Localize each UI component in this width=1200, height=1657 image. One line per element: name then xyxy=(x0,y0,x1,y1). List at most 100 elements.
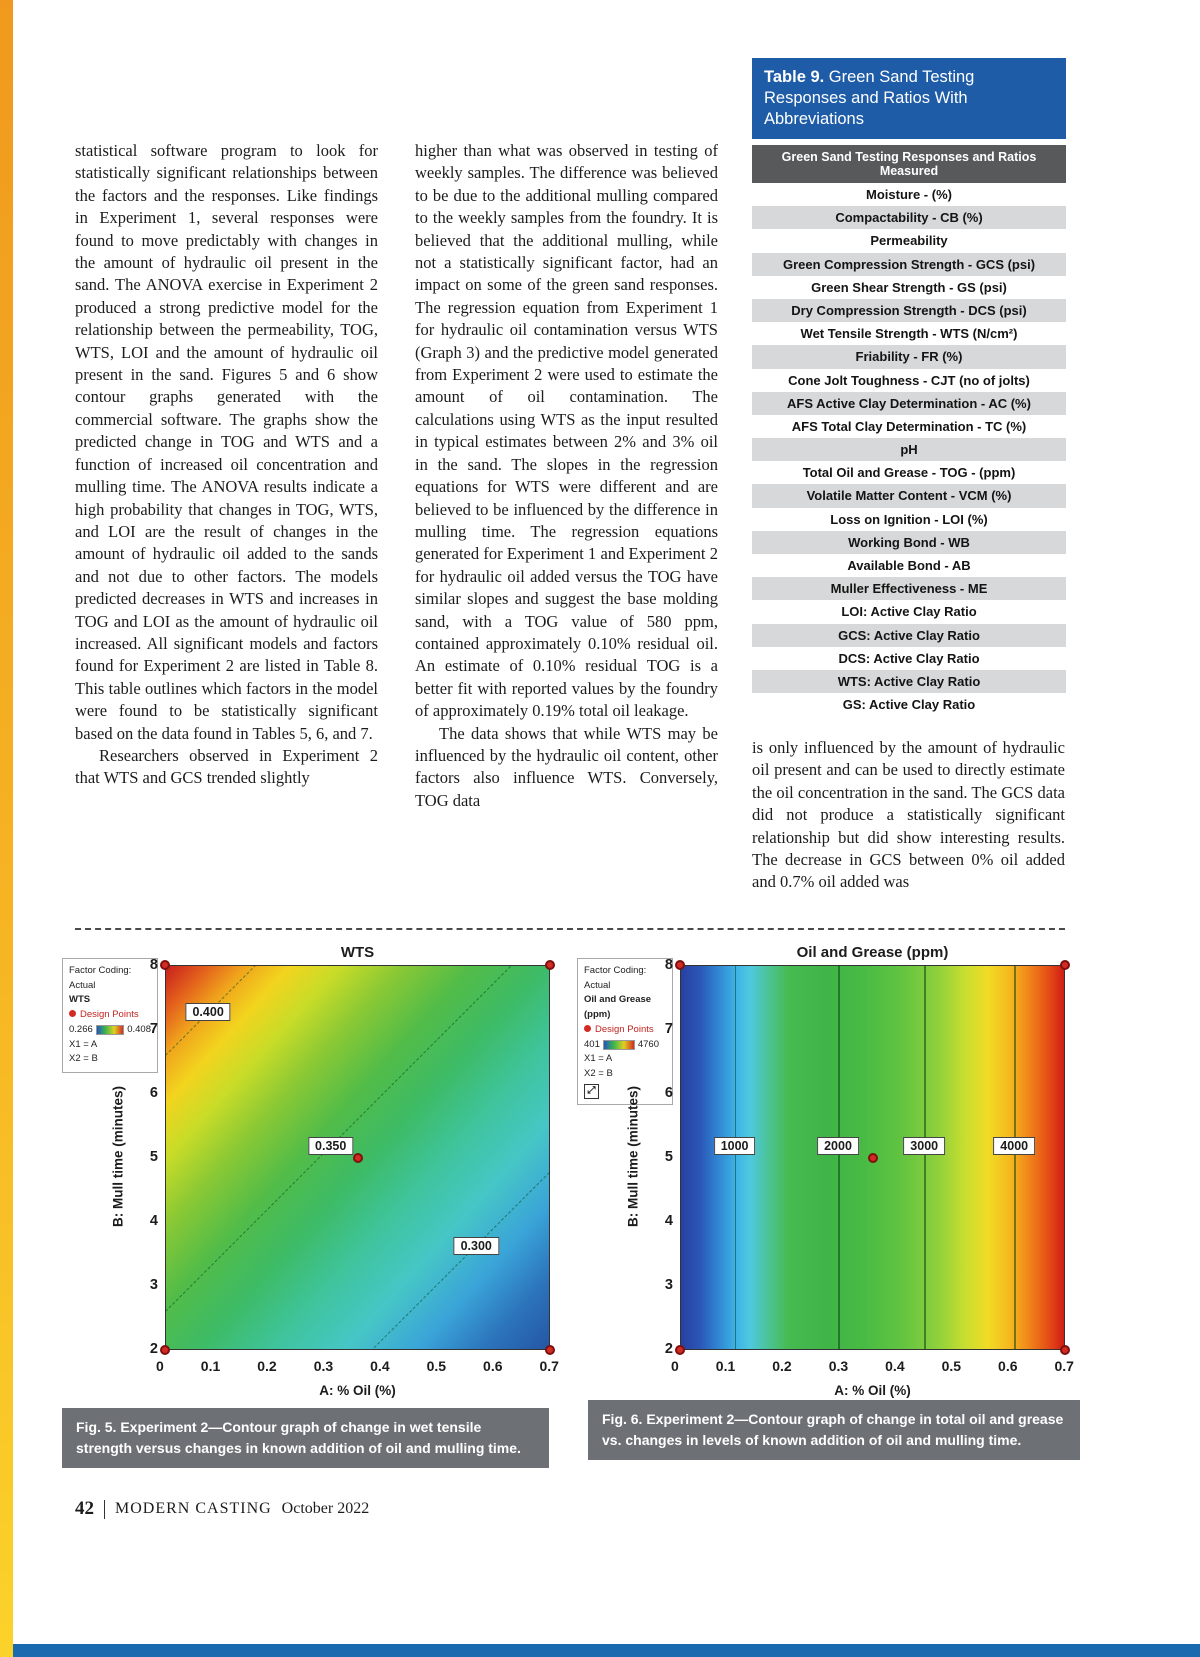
table-9-title-number: Table 9. xyxy=(764,68,825,86)
fig6-legend-series: Oil and Grease (ppm) xyxy=(584,994,652,1021)
axis-tick: 6 xyxy=(664,1085,673,1101)
fig6-x-axis-label: A: % Oil (%) xyxy=(834,1383,911,1398)
table-row: AFS Total Clay Determination - TC (%) xyxy=(791,418,1027,434)
design-point xyxy=(160,960,170,970)
expand-icon: ⤢ xyxy=(584,1083,599,1099)
fig5-caption: Fig. 5. Experiment 2—Contour graph of ch… xyxy=(62,1408,549,1468)
table-row: Loss on Ignition - LOI (%) xyxy=(830,511,988,527)
axis-tick: 0 xyxy=(156,1358,164,1374)
fig6-x-ticks: 0 0.1 0.2 0.3 0.4 0.5 0.6 0.7 xyxy=(671,1358,1074,1374)
contour-label: 4000 xyxy=(993,1137,1036,1155)
fig5-scale-min: 0.266 xyxy=(69,1023,93,1035)
table-row: Green Compression Strength - GCS (psi) xyxy=(752,252,1066,276)
section-divider xyxy=(75,928,1065,930)
body-column-3: is only influenced by the amount of hydr… xyxy=(752,737,1065,894)
axis-tick: 8 xyxy=(149,957,158,973)
page-footer: 42 MODERN CASTING October 2022 xyxy=(75,1498,369,1520)
contour-line xyxy=(924,966,926,1349)
contour-label: 2000 xyxy=(817,1137,859,1155)
fig6-caption: Fig. 6. Experiment 2—Contour graph of ch… xyxy=(588,1400,1080,1460)
fig6-design-points-label: Design Points xyxy=(584,1023,666,1038)
table-row: WTS: Active Clay Ratio xyxy=(752,669,1066,694)
fig6-legend: Factor Coding: Actual Oil and Grease (pp… xyxy=(577,958,673,1105)
fig5-scale-max: 0.408 xyxy=(127,1023,151,1035)
table-row: Working Bond - WB xyxy=(752,530,1066,554)
table-row: Moisture - (%) xyxy=(866,187,952,202)
contour-label: 1000 xyxy=(713,1137,756,1155)
axis-tick: 0.6 xyxy=(483,1358,503,1374)
table-row: Green Shear Strength - GS (psi) xyxy=(811,279,1007,295)
contour-line xyxy=(838,966,840,1349)
body-paragraph: statistical software program to look for… xyxy=(75,141,378,743)
table-row: Wet Tensile Strength - WTS (N/cm²) xyxy=(800,326,1018,342)
design-point xyxy=(545,960,555,970)
axis-tick: 0.5 xyxy=(426,1358,447,1374)
axis-tick: 5 xyxy=(664,1149,673,1165)
axis-tick: 0.3 xyxy=(313,1358,334,1374)
table-9-rows: Moisture - (%) Compactability - CB (%) Per… xyxy=(752,183,1066,716)
body-paragraph: is only influenced by the amount of hydr… xyxy=(752,738,1065,892)
footer-divider xyxy=(104,1499,105,1519)
design-point xyxy=(1060,1345,1070,1355)
table-row: Total Oil and Grease - TOG - (ppm) xyxy=(802,465,1016,481)
design-point xyxy=(868,1153,878,1163)
axis-tick: 0.7 xyxy=(1054,1358,1074,1374)
axis-tick: 0.1 xyxy=(715,1358,736,1374)
fig6-scale-max: 4760 xyxy=(637,1038,659,1050)
body-paragraph: higher than what was observed in testing… xyxy=(415,141,718,721)
table-9-subheader: Green Sand Testing Responses and Ratios … xyxy=(752,145,1066,183)
table-row: Muller Effectiveness - ME xyxy=(752,577,1066,601)
axis-tick: 7 xyxy=(149,1021,158,1037)
bottom-accent-bar xyxy=(13,1644,1200,1657)
axis-tick: 3 xyxy=(149,1277,158,1293)
table-row: GS: Active Clay Ratio xyxy=(842,697,976,713)
design-point-icon xyxy=(69,1010,76,1018)
fig6-x1-factor: X1 = A xyxy=(584,1053,613,1065)
contour-label: 0.350 xyxy=(308,1137,354,1155)
design-point xyxy=(675,960,685,970)
fig5-y-ticks: 8 7 6 5 4 3 2 xyxy=(128,957,158,1357)
axis-tick: 0.1 xyxy=(200,1358,221,1374)
left-accent-bar xyxy=(0,0,13,1657)
table-row: GCS: Active Clay Ratio xyxy=(752,623,1066,647)
contour-label: 3000 xyxy=(903,1137,946,1155)
fig5-factor-coding: Factor Coding: Actual xyxy=(69,965,132,991)
fig6-y-axis-label: B: Mull time (minutes) xyxy=(625,1086,641,1227)
table-9-title-text: Green Sand Testing Responses and Ratios … xyxy=(764,68,975,128)
fig5-legend: Factor Coding: Actual WTS Design Points … xyxy=(62,958,158,1074)
table-row: Available Bond - AB xyxy=(847,558,971,573)
axis-tick: 0.6 xyxy=(998,1358,1018,1374)
fig5-x-ticks: 0 0.1 0.2 0.3 0.4 0.5 0.6 0.7 xyxy=(156,1358,559,1374)
body-paragraph: The data shows that while WTS may be inf… xyxy=(415,723,718,810)
fig6-scale-min: 401 xyxy=(584,1038,600,1050)
table-9-title: Table 9. Green Sand Testing Responses an… xyxy=(752,58,1066,139)
contour-label: 0.400 xyxy=(185,1002,231,1021)
axis-tick: 0 xyxy=(671,1358,679,1374)
axis-tick: 0.3 xyxy=(828,1358,849,1374)
table-row: Friability - FR (%) xyxy=(752,345,1066,369)
fig5-x-axis-label: A: % Oil (%) xyxy=(319,1383,396,1398)
fig5-chart-title: WTS xyxy=(340,944,375,961)
table-row: DCS: Active Clay Ratio xyxy=(838,650,980,666)
table-row: AFS Active Clay Determination - AC (%) xyxy=(752,391,1066,415)
design-point xyxy=(353,1153,363,1163)
fig5-design-points-label: Design Points xyxy=(69,1008,151,1023)
issue-date: October 2022 xyxy=(281,1500,370,1517)
colorbar-icon xyxy=(95,1025,125,1036)
axis-tick: 8 xyxy=(664,957,673,973)
body-paragraph: Researchers observed in Experiment 2 tha… xyxy=(75,745,378,788)
design-point xyxy=(545,1345,555,1355)
fig5-legend-series: WTS xyxy=(69,994,91,1006)
fig5-x1-factor: X1 = A xyxy=(69,1038,98,1050)
axis-tick: 7 xyxy=(664,1021,673,1037)
axis-tick: 4 xyxy=(664,1213,673,1229)
axis-tick: 0.4 xyxy=(370,1358,390,1374)
magazine-name: MODERN CASTING xyxy=(115,1500,272,1517)
axis-tick: 0.2 xyxy=(772,1358,792,1374)
fig6-chart-title: Oil and Grease (ppm) xyxy=(796,944,949,961)
body-column-1: statistical software program to look for… xyxy=(75,140,378,790)
table-row: Dry Compression Strength - DCS (psi) xyxy=(752,298,1066,323)
axis-tick: 0.5 xyxy=(941,1358,962,1374)
axis-tick: 0.4 xyxy=(885,1358,905,1374)
fig5-x2-factor: X2 = B xyxy=(69,1053,98,1065)
